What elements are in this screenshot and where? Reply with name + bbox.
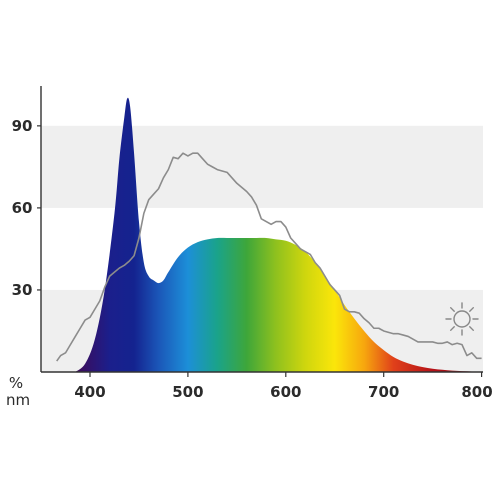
lamp-spectrum-fill [75, 97, 482, 373]
x-tick-label: 600 [270, 383, 301, 401]
reference-curve-line [56, 152, 482, 362]
y-tick-labels: 30 60 90 [12, 117, 33, 299]
x-tick-label: 400 [74, 383, 105, 401]
sun-icon [445, 302, 479, 336]
x-tick-label: 800 [461, 383, 492, 401]
x-axis-unit-label: nm [6, 391, 30, 409]
x-tick-label: 500 [172, 383, 203, 401]
lamp-spectrum-area [75, 97, 482, 373]
reference-curve [56, 152, 482, 362]
y-tick-label: 30 [12, 281, 33, 299]
y-axis-unit-label: % [9, 374, 23, 392]
axes [37, 86, 483, 377]
y-tick-label: 90 [12, 117, 33, 135]
x-tick-labels: 400 500 600 700 800 [74, 383, 492, 401]
grid-band [41, 125, 483, 208]
y-tick-label: 60 [12, 199, 33, 217]
x-tick-label: 700 [368, 383, 399, 401]
